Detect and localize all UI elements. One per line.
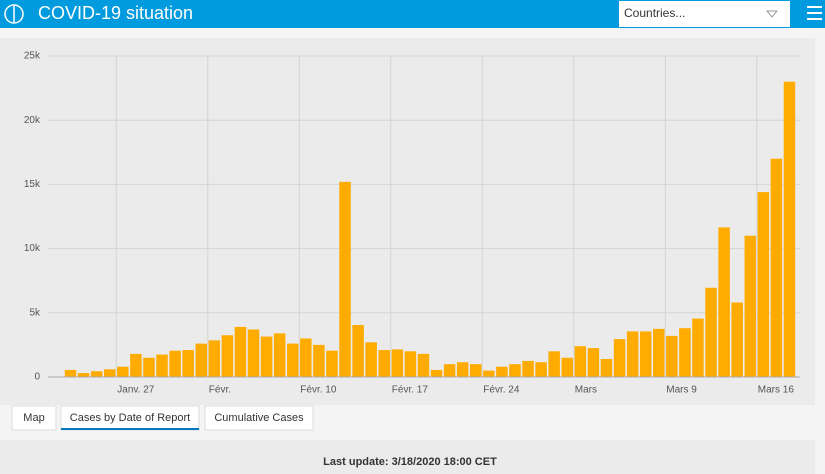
- bar: [509, 364, 521, 377]
- bar: [90, 371, 103, 377]
- bar: [770, 158, 783, 377]
- logo: [4, 4, 24, 24]
- bar: [679, 328, 691, 377]
- bar: [273, 333, 286, 377]
- bar: [496, 366, 508, 377]
- y-tick-label: 10k: [24, 243, 41, 254]
- bar: [535, 362, 547, 377]
- bar: [587, 348, 600, 377]
- bar: [443, 364, 456, 377]
- menu-button[interactable]: [807, 6, 822, 20]
- tab[interactable]: [204, 405, 314, 431]
- tab-underline: [61, 428, 199, 430]
- tab-active[interactable]: [60, 405, 200, 431]
- x-tick-label: Févr. 24: [483, 385, 520, 396]
- y-tick-label: 5k: [29, 307, 41, 318]
- bar: [548, 351, 560, 377]
- footer-panel: [0, 440, 815, 474]
- bar: [391, 349, 404, 377]
- x-tick-label: Mars 16: [758, 385, 795, 396]
- x-tick-label: Janv. 27: [117, 385, 154, 396]
- bar: [718, 227, 730, 377]
- bar: [430, 369, 443, 377]
- x-tick-label: Févr. 17: [392, 385, 429, 396]
- bar: [234, 326, 247, 377]
- bar: [352, 324, 364, 377]
- bar: [626, 331, 639, 377]
- bar: [182, 350, 194, 377]
- bar: [744, 235, 756, 377]
- bar: [378, 350, 390, 377]
- bar: [456, 362, 469, 377]
- bar: [260, 336, 273, 377]
- bar: [104, 369, 116, 377]
- dropdown-caret[interactable]: [765, 10, 779, 18]
- tab-label[interactable]: Cumulative Cases: [214, 412, 304, 424]
- bar: [156, 354, 168, 377]
- dropdown-text[interactable]: Countries...: [624, 6, 685, 20]
- bar: [783, 81, 796, 378]
- bar: [300, 338, 312, 377]
- country-dropdown[interactable]: [619, 1, 790, 27]
- x-tick-label: Févr. 10: [300, 385, 337, 396]
- bar: [574, 346, 587, 377]
- last-update: Last update: 3/18/2020 18:00 CET: [323, 456, 497, 468]
- bar: [195, 343, 207, 377]
- x-tick-label: Févr.: [209, 385, 231, 396]
- bar: [130, 353, 142, 377]
- bar: [483, 370, 495, 377]
- bar: [417, 353, 430, 377]
- bar: [339, 181, 351, 377]
- tab-label[interactable]: Cases by Date of Report: [70, 412, 190, 424]
- bar: [404, 351, 417, 377]
- y-tick-label: 25k: [24, 51, 41, 62]
- x-tick-label: Mars: [575, 385, 597, 396]
- y-tick-label: 20k: [24, 115, 41, 126]
- bar: [757, 192, 770, 377]
- bar: [117, 366, 129, 377]
- bar: [221, 335, 234, 377]
- tab-label[interactable]: Map: [23, 412, 44, 424]
- app-title: COVID-19 situation: [38, 3, 193, 23]
- bar: [287, 343, 299, 377]
- bar: [77, 373, 90, 377]
- bar: [365, 342, 377, 377]
- tab[interactable]: [11, 405, 57, 431]
- bar: [247, 329, 260, 377]
- bar: [522, 360, 534, 377]
- menu-line[interactable]: [807, 6, 822, 8]
- plot: 0 5k 10k 15k 20k 25k Janv. 27 Févr. Févr. 10 Févr…: [24, 51, 800, 396]
- y-tick-label: 15k: [24, 179, 41, 190]
- bar: [313, 344, 325, 377]
- bar: [731, 302, 743, 377]
- x-tick-label: Mars 9: [666, 385, 697, 396]
- bar: [470, 364, 482, 377]
- bar: [169, 350, 181, 377]
- y-tick-label: 0: [34, 372, 40, 383]
- menu-line[interactable]: [807, 18, 822, 20]
- bar: [705, 287, 717, 377]
- bar: [613, 339, 626, 377]
- bar: [64, 369, 77, 377]
- menu-line[interactable]: [807, 12, 822, 14]
- bar: [208, 340, 221, 377]
- bar: [143, 357, 155, 377]
- bar: [653, 328, 665, 377]
- bar: [561, 357, 573, 377]
- bar: [600, 359, 613, 377]
- bar: [326, 350, 338, 377]
- bar: [666, 335, 678, 377]
- bar: [692, 318, 704, 377]
- bar: [639, 331, 652, 377]
